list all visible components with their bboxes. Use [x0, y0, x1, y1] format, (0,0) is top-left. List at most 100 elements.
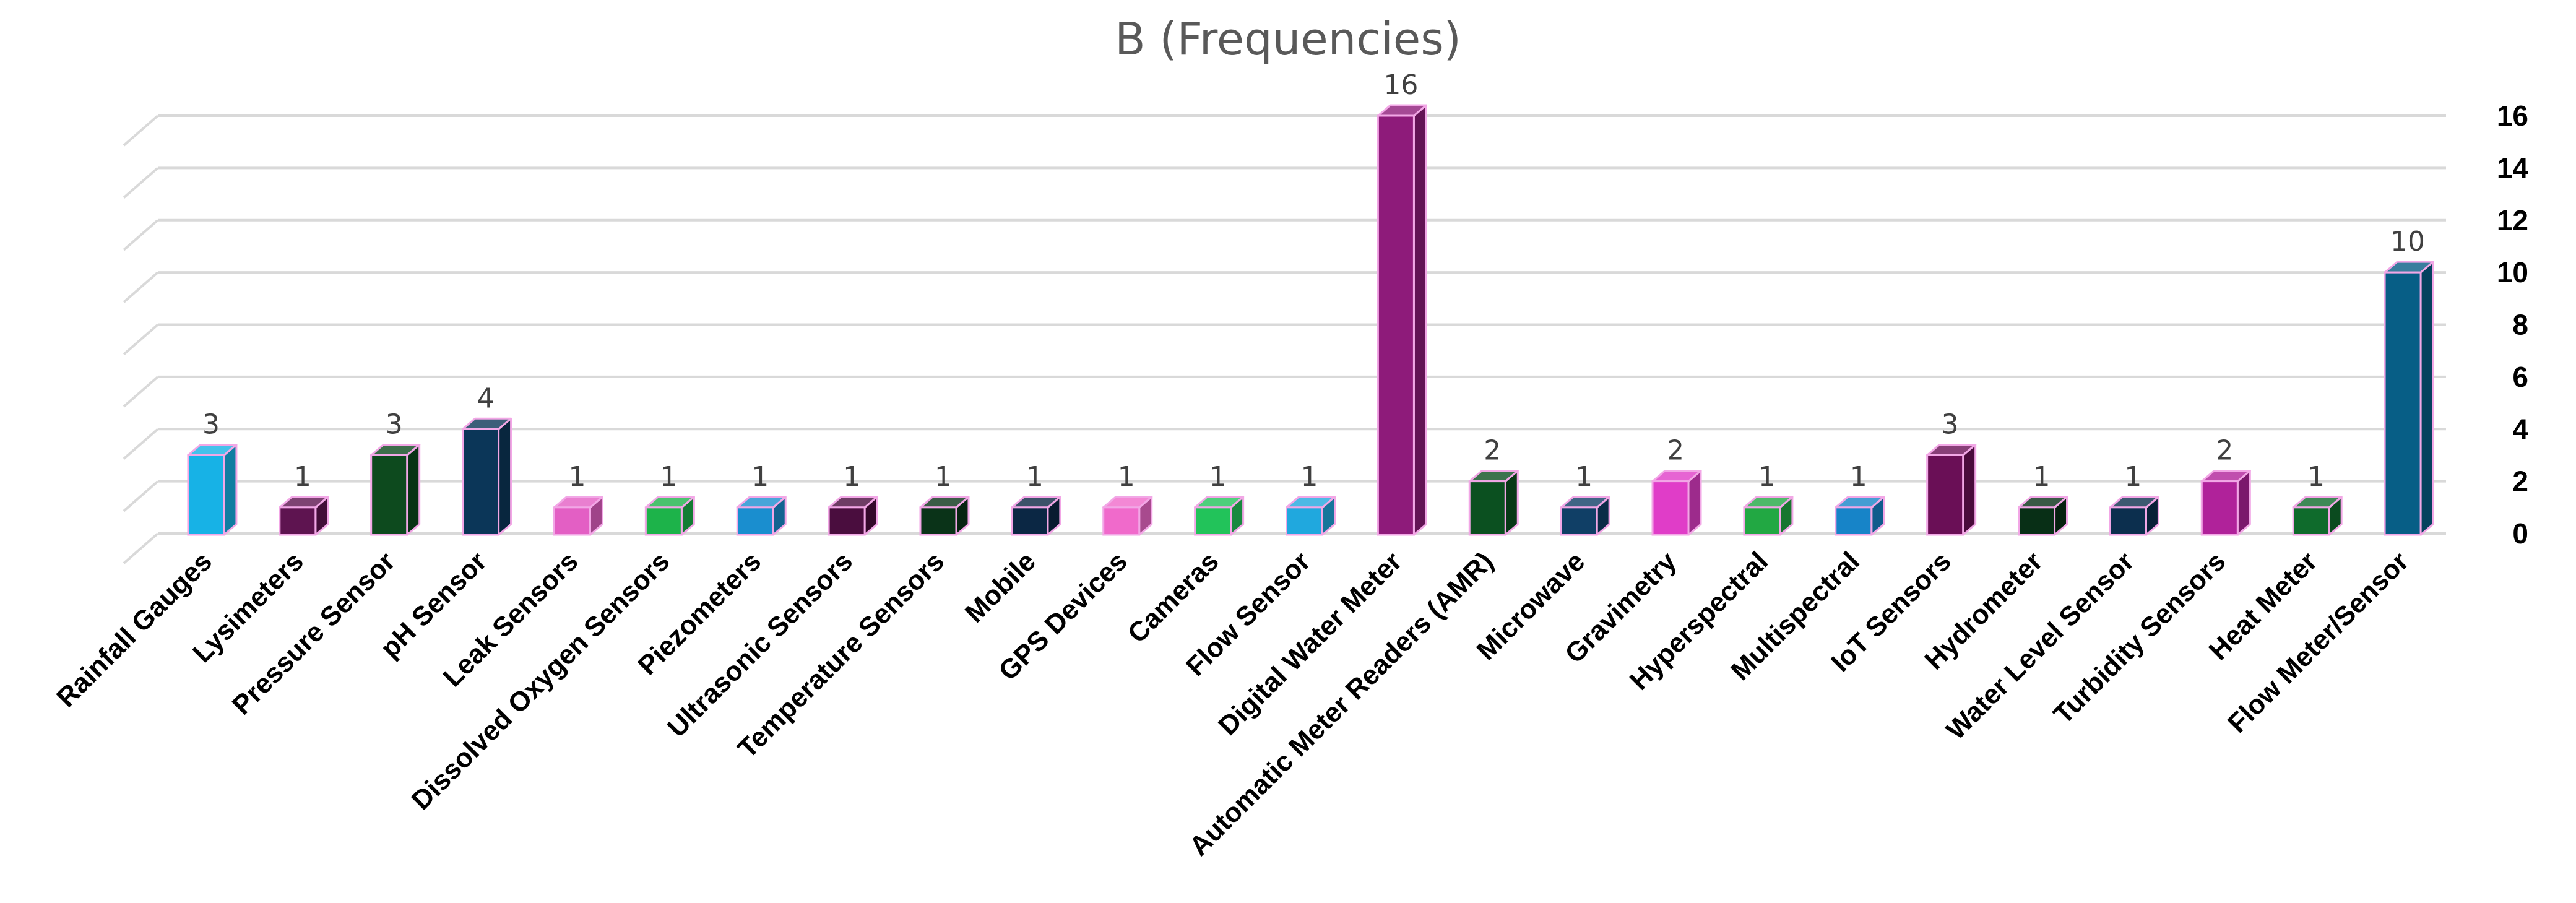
data-label: 1: [751, 461, 769, 493]
bar-front: [1926, 454, 1964, 536]
data-label: 1: [1026, 461, 1044, 493]
bar-front: [553, 506, 591, 536]
y-tick-label: 0: [2512, 517, 2528, 550]
bar: [1468, 470, 1519, 536]
y-tick-label: 12: [2497, 204, 2528, 236]
bar-front: [2384, 271, 2422, 536]
y-tick-label: 10: [2497, 256, 2528, 288]
data-label: 1: [1850, 461, 1867, 493]
gridline-depth: [123, 219, 159, 251]
bar: [1194, 496, 1245, 536]
bar-side: [1962, 443, 1977, 536]
bar: [828, 496, 878, 536]
data-label: 1: [843, 461, 860, 493]
bar-front: [1835, 506, 1873, 536]
bar: [1011, 496, 1061, 536]
bar-front: [462, 428, 500, 536]
bars: [187, 104, 2434, 536]
y-tick-label: 6: [2512, 361, 2528, 393]
data-label: 1: [568, 461, 586, 493]
bar-front: [2292, 506, 2330, 536]
bar: [187, 443, 238, 536]
bar: [736, 496, 787, 536]
gridline-depth: [123, 376, 159, 408]
bar: [2384, 261, 2434, 536]
bar: [644, 496, 695, 536]
data-label: 1: [2124, 461, 2142, 493]
bar: [1835, 496, 1885, 536]
bar: [1560, 496, 1610, 536]
data-label: 3: [1942, 408, 1959, 440]
bar-front: [2200, 480, 2239, 536]
x-tick-label: Mobile: [959, 546, 1042, 628]
x-tick-label: Rainfall Gauges: [51, 546, 218, 713]
bar-side: [406, 443, 421, 536]
gridlines: [123, 114, 2446, 564]
data-label: 1: [1758, 461, 1776, 493]
bar-front: [828, 506, 866, 536]
bar-front: [1560, 506, 1598, 536]
bar-front: [1468, 480, 1506, 536]
data-labels: 3 1 3 4 1 1 1 1 1 1 1 1 1 16 2 1 2 1 1 3 1 1 2 1 10: [202, 69, 2425, 493]
bar-front: [279, 506, 317, 536]
y-tick-label: 8: [2512, 309, 2528, 341]
gridline-depth: [123, 428, 159, 460]
bar-front: [187, 454, 225, 536]
y-tick-label: 14: [2497, 152, 2529, 184]
bar: [1743, 496, 1794, 536]
data-label: 1: [1209, 461, 1227, 493]
x-tick-label: Digital Water Meter: [1212, 546, 1407, 741]
bar-front: [1194, 506, 1232, 536]
bar: [2292, 496, 2343, 536]
data-label: 1: [1575, 461, 1593, 493]
bar-side: [223, 443, 238, 536]
bar-front: [1286, 506, 1323, 536]
y-tick-label: 2: [2512, 465, 2528, 498]
bar: [279, 496, 329, 536]
data-label: 1: [935, 461, 952, 493]
bar: [1377, 104, 1427, 536]
bar-front: [2109, 506, 2147, 536]
bar: [1926, 443, 1977, 536]
bar-front: [2018, 506, 2056, 536]
bar: [2109, 496, 2159, 536]
x-tick-label: Pressure Sensor: [227, 546, 401, 720]
bar-front: [644, 506, 683, 536]
bar: [462, 417, 512, 536]
bar-side: [2419, 261, 2434, 536]
data-label: 1: [1118, 461, 1135, 493]
gridline-depth: [123, 271, 159, 303]
bar: [1651, 470, 1702, 536]
y-tick-label: 4: [2512, 413, 2528, 445]
y-axis-ticks: 0 2 4 6 8 10 12 14 16: [2497, 100, 2529, 550]
data-label: 1: [2033, 461, 2051, 493]
bar: [2018, 496, 2068, 536]
bar-front: [919, 506, 957, 536]
data-label: 1: [660, 461, 677, 493]
gridline-depth: [123, 114, 159, 147]
x-tick-label: Flow Meter/Sensor: [2222, 546, 2414, 738]
chart-title: B (Frequencies): [1115, 13, 1461, 65]
data-label: 2: [2216, 435, 2233, 467]
gridline-depth: [123, 532, 159, 564]
gridline-depth: [123, 323, 159, 356]
bar: [370, 443, 421, 536]
x-tick-label: Ultrasonic Sensors: [662, 546, 858, 743]
gridline-depth: [123, 480, 159, 512]
bar-front: [1102, 506, 1141, 536]
x-tick-label: Turbidity Sensors: [2048, 546, 2232, 730]
bar-front: [736, 506, 774, 536]
bar-front: [1651, 480, 1690, 536]
data-label: 2: [1667, 435, 1684, 467]
data-label: 3: [386, 408, 403, 440]
bar-side: [498, 417, 512, 536]
bar: [2200, 470, 2251, 536]
data-label: 1: [1301, 461, 1318, 493]
data-label: 3: [202, 408, 220, 440]
bar: [553, 496, 603, 536]
bar: [1102, 496, 1153, 536]
data-label: 10: [2390, 226, 2425, 257]
bar: [919, 496, 970, 536]
